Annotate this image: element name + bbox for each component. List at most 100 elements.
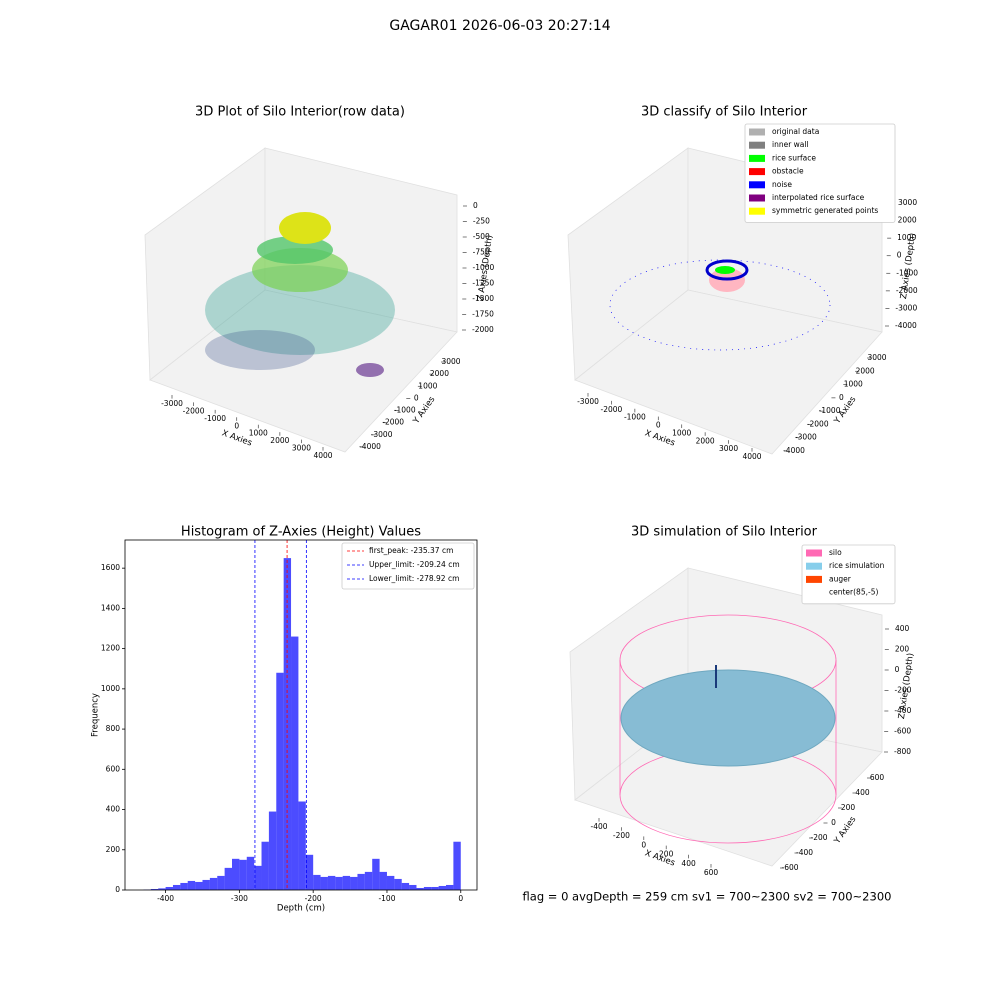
bar xyxy=(320,876,328,890)
x-tick-label: 2000 xyxy=(270,436,289,445)
legend-label: symmetric generated points xyxy=(772,206,878,215)
y-tick-label: 1000 xyxy=(844,380,863,389)
legend-box xyxy=(801,544,896,605)
bar xyxy=(239,859,247,890)
legend-swatch xyxy=(806,575,822,583)
bar xyxy=(180,882,188,890)
z-tick-label: -3000 xyxy=(895,303,917,312)
legend-swatch xyxy=(749,207,765,215)
y-tick-label: -1000 xyxy=(819,406,841,415)
point-cloud xyxy=(279,212,331,244)
bar xyxy=(158,888,166,890)
bar xyxy=(416,887,424,890)
z-tick-label: 0 xyxy=(897,251,902,260)
bar xyxy=(379,871,387,890)
bar xyxy=(217,875,225,890)
legend-label: first_peak: -235.37 cm xyxy=(369,546,453,555)
z-tick-label: -400 xyxy=(894,706,911,715)
bar xyxy=(165,886,173,890)
z-tick-label: -600 xyxy=(894,727,911,736)
legend-swatch xyxy=(749,128,765,136)
z-tick-label: 400 xyxy=(895,624,910,633)
x-tick-label: -300 xyxy=(231,894,248,903)
pane xyxy=(574,289,883,455)
legend-label: rice simulation xyxy=(829,561,885,570)
bar xyxy=(283,558,292,890)
x-tick-label: -3000 xyxy=(161,399,183,408)
y-tick-label: -3000 xyxy=(795,433,817,442)
y-tick-label: 800 xyxy=(106,724,121,733)
bar xyxy=(431,886,439,890)
rice-simulation xyxy=(620,669,836,767)
x-tick-label: 3000 xyxy=(719,444,738,453)
y-tick-label: 3000 xyxy=(441,357,460,366)
x-tick-label: -2000 xyxy=(183,406,205,415)
y-axis-label: Frequency xyxy=(91,693,101,737)
point-cloud xyxy=(205,330,315,370)
legend-label: rice surface xyxy=(772,153,816,162)
legend-label: silo xyxy=(829,548,842,557)
x-tick-label: 0 xyxy=(641,840,646,849)
x-tick-label: -400 xyxy=(157,894,174,903)
y-tick-label: 2000 xyxy=(430,369,449,378)
chart-title: 3D classify of Silo Interior xyxy=(641,105,808,120)
z-tick-label: 200 xyxy=(895,645,910,654)
bar xyxy=(246,856,255,890)
legend-swatch xyxy=(806,562,822,570)
bar xyxy=(195,881,203,890)
legend-swatch xyxy=(749,168,765,176)
y-tick-label: 0 xyxy=(115,885,120,894)
y-tick-label: 200 xyxy=(841,803,856,812)
y-tick-label: -2000 xyxy=(807,419,829,428)
bar xyxy=(305,854,314,890)
pane xyxy=(149,289,458,453)
legend-label: inner wall xyxy=(772,140,809,149)
z-tick-label: -1250 xyxy=(472,279,494,288)
z-tick-label: -2000 xyxy=(896,286,918,295)
legend-swatch xyxy=(749,181,765,189)
legend-swatch xyxy=(749,154,765,162)
y-tick-label: 400 xyxy=(106,805,121,814)
point-cloud xyxy=(205,265,395,355)
y-tick-label: 0 xyxy=(831,818,836,827)
legend-box xyxy=(744,123,896,223)
legend-label: interpolated rice surface xyxy=(772,193,865,202)
x-tick-label: 0 xyxy=(458,894,463,903)
noise-points xyxy=(609,259,831,351)
y-tick-label: -4000 xyxy=(783,446,805,455)
z-tick-label: -250 xyxy=(473,217,490,226)
y-tick-label: -3000 xyxy=(371,430,393,439)
z-tick-label: -2000 xyxy=(472,325,494,334)
bar xyxy=(364,871,373,890)
legend-swatch xyxy=(806,549,822,557)
z-tick-label: 0 xyxy=(473,201,478,210)
y-axis-label: Y Axies xyxy=(832,814,859,846)
y-tick-label: -1000 xyxy=(394,406,416,415)
bar xyxy=(187,880,196,890)
y-tick-label: 1600 xyxy=(101,563,120,572)
legend-swatch xyxy=(749,141,765,149)
legend-label: original data xyxy=(772,127,819,136)
x-tick-label: -100 xyxy=(378,894,395,903)
x-tick-label: -200 xyxy=(613,831,630,840)
z-tick-label: 2000 xyxy=(898,216,917,225)
bar xyxy=(453,841,461,890)
z-tick-label: -1500 xyxy=(472,294,494,303)
x-tick-label: 2000 xyxy=(696,436,715,445)
legend-label: Upper_limit: -209.24 cm xyxy=(369,560,460,569)
y-tick-label: 400 xyxy=(855,788,870,797)
x-tick-label: 0 xyxy=(656,421,661,430)
y-tick-label: -2000 xyxy=(382,418,404,427)
y-tick-label: 1400 xyxy=(101,603,120,612)
bar xyxy=(202,879,210,890)
y-tick-label: -600 xyxy=(781,863,798,872)
noise-ring xyxy=(705,259,749,281)
y-tick-label: 600 xyxy=(870,773,885,782)
bar xyxy=(254,865,262,890)
chart-title: 3D Plot of Silo Interior(row data) xyxy=(195,105,405,120)
bar xyxy=(335,876,343,890)
x-tick-label: -3000 xyxy=(577,397,599,406)
y-tick-label: 600 xyxy=(106,764,121,773)
z-tick-label: -1750 xyxy=(472,310,494,319)
x-tick-label: 1000 xyxy=(249,429,268,438)
